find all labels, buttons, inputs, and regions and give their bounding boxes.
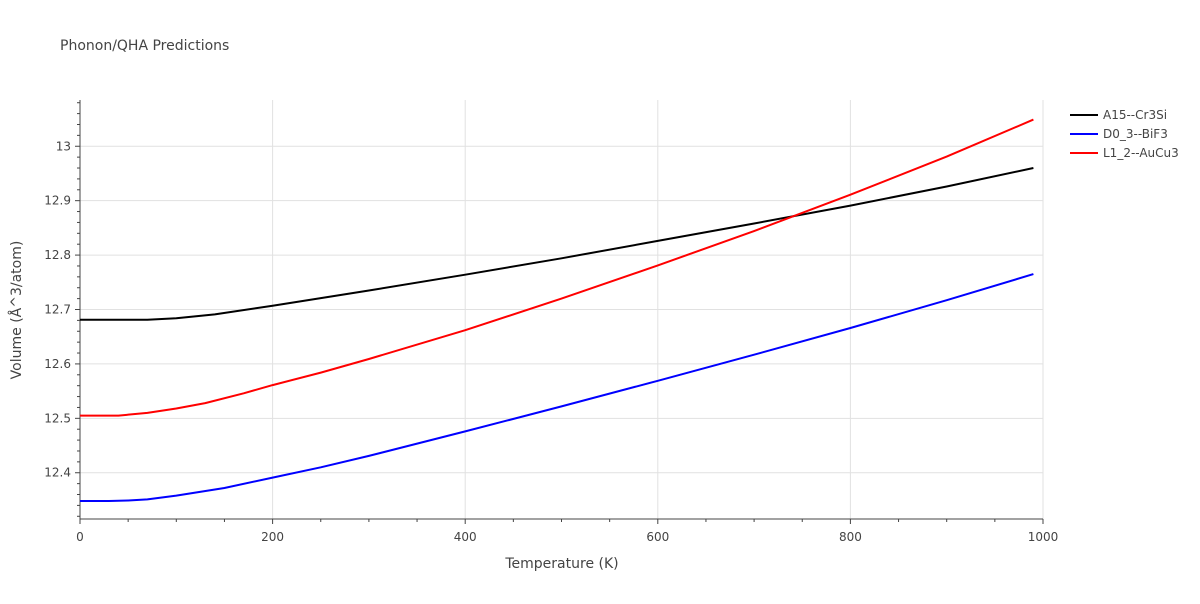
series-lines xyxy=(80,118,1034,502)
legend-item[interactable]: A15--Cr3Si xyxy=(1070,108,1167,122)
legend-item[interactable]: D0_3--BiF3 xyxy=(1070,127,1168,141)
y-tick-label: 12.5 xyxy=(44,411,71,425)
y-tick-label: 12.7 xyxy=(44,303,71,317)
y-tick-label: 13 xyxy=(56,139,71,153)
legend-label: D0_3--BiF3 xyxy=(1103,127,1168,141)
x-tick-label: 800 xyxy=(839,530,862,544)
x-tick-label: 1000 xyxy=(1028,530,1059,544)
legend-label: A15--Cr3Si xyxy=(1103,108,1167,122)
series-line-a15-cr3si xyxy=(80,167,1034,321)
y-axis-label: Volume (Å^3/atom) xyxy=(8,241,25,380)
grid xyxy=(80,100,1044,519)
axes: 0 200 400 600 800 1000 12.4 12.5 12.6 12.7 12.8 12.… xyxy=(44,100,1058,544)
x-tick-label: 400 xyxy=(454,530,477,544)
x-tick-label: 600 xyxy=(646,530,669,544)
legend[interactable]: A15--Cr3Si D0_3--BiF3 L1_2--AuCu3 xyxy=(1070,108,1179,160)
x-tick-label: 0 xyxy=(76,530,84,544)
x-tick-label: 200 xyxy=(261,530,284,544)
y-tick-label: 12.6 xyxy=(44,357,71,371)
x-axis-label: Temperature (K) xyxy=(504,556,618,572)
series-line-l1-2-aucu3 xyxy=(80,118,1034,417)
legend-label: L1_2--AuCu3 xyxy=(1103,146,1179,160)
series-line-d0-3-bif3 xyxy=(80,273,1034,502)
y-tick-label: 12.8 xyxy=(44,248,71,262)
y-tick-label: 12.9 xyxy=(44,194,71,208)
y-tick-label: 12.4 xyxy=(44,466,71,480)
chart-title: Phonon/QHA Predictions xyxy=(60,38,229,54)
legend-item[interactable]: L1_2--AuCu3 xyxy=(1070,146,1179,160)
